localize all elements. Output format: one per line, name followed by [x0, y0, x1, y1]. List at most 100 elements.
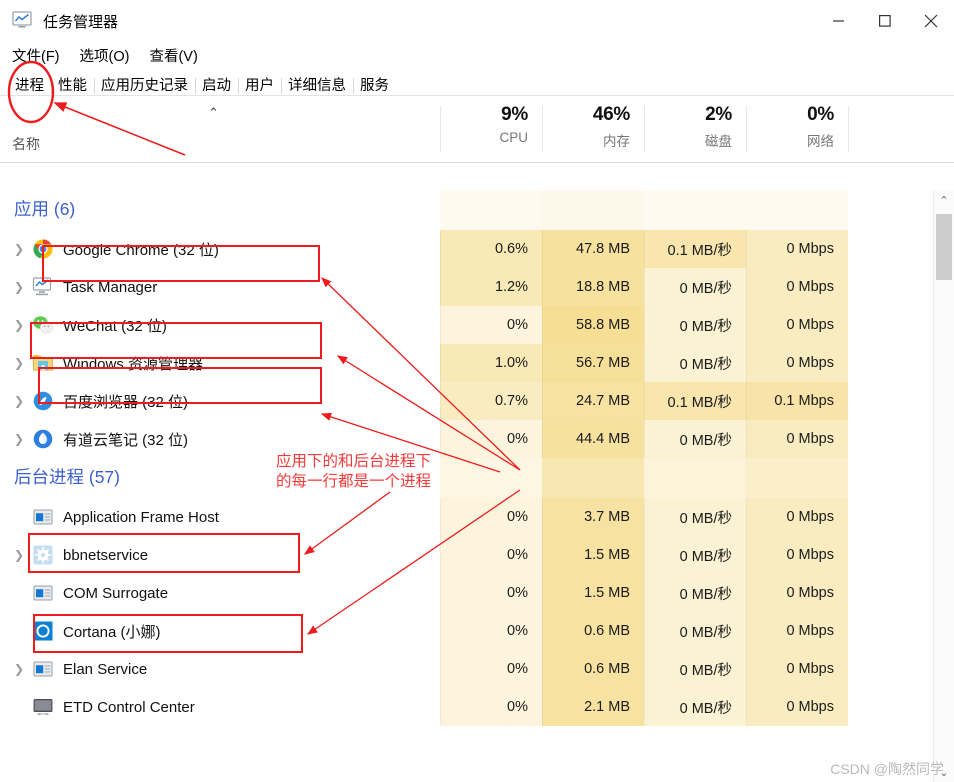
group-metric-cell	[440, 190, 542, 230]
process-row[interactable]: ❯ WeChat (32 位) 0% 58.8 MB 0 MB/秒 0 Mbps	[0, 306, 917, 344]
cell-divider	[746, 268, 747, 306]
tab-7[interactable]: 服务	[353, 76, 396, 96]
process-name-cell[interactable]: ❯ 有道云笔记 (32 位)	[0, 420, 440, 458]
maximize-button[interactable]	[862, 0, 908, 42]
metric-cell-cpu: 0%	[440, 574, 542, 612]
tab-1[interactable]: 进程	[15, 78, 44, 94]
cell-divider	[440, 268, 441, 306]
chevron-right-icon[interactable]: ❯	[13, 548, 25, 562]
metric-cell-cpu: 0%	[440, 306, 542, 344]
process-row[interactable]: ❯ Cortana (小娜) 0%0.6 MB0 MB/秒0 Mbps	[0, 612, 917, 650]
process-row[interactable]: ❯ COM Surrogate 0%1.5 MB0 MB/秒0 Mbps	[0, 574, 917, 612]
scroll-up-arrow-icon[interactable]: ⌃	[939, 194, 949, 207]
column-divider	[644, 106, 645, 152]
metric-cell-mem: 24.7 MB	[542, 382, 644, 420]
chevron-right-icon[interactable]: ❯	[13, 242, 25, 256]
group-title: 后台进程 (57)	[14, 467, 120, 487]
metric-cell-disk: 0 MB/秒	[644, 306, 746, 344]
group-metric-cell	[746, 458, 848, 498]
group-metric-cell	[644, 458, 746, 498]
cell-divider	[746, 382, 747, 420]
process-rows: 应用 (6) ❯ Google Chrome (32 位) 0.6% 47.8 MB 0.…	[0, 190, 917, 782]
scroll-down-arrow-icon[interactable]: ⌄	[939, 766, 949, 779]
menu-item-file[interactable]: 文件(F)	[12, 48, 60, 65]
tab-5[interactable]: 用户	[238, 76, 281, 96]
cell-divider	[542, 574, 543, 612]
group-metric-cell	[644, 190, 746, 230]
process-row[interactable]: ❯ bbnetservice 0% 1.5 MB 0 MB/秒 0 Mbps	[0, 536, 917, 574]
cell-divider	[644, 498, 645, 536]
process-name-cell[interactable]: ❯ Cortana (小娜)	[0, 612, 440, 650]
cell-divider	[440, 612, 441, 650]
process-row[interactable]: ❯ Google Chrome (32 位) 0.6% 47.8 MB 0.1 MB/秒…	[0, 230, 917, 268]
column-header-label: 内存	[603, 134, 630, 149]
metric-cell-disk: 0 MB/秒	[644, 420, 746, 458]
process-name-cell[interactable]: ❯ bbnetservice	[0, 536, 440, 574]
process-row[interactable]: ❯ 百度浏览器 (32 位) 0.7% 24.7 MB 0.1 MB/秒 0.1 Mbps	[0, 382, 917, 420]
group-metric-cell	[440, 458, 542, 498]
process-name-cell[interactable]: ❯ Google Chrome (32 位)	[0, 230, 440, 268]
process-row[interactable]: ❯ Elan Service 0% 0.6 MB 0 MB/秒 0 Mbps	[0, 650, 917, 688]
process-name-cell[interactable]: ❯ Application Frame Host	[0, 498, 440, 536]
process-name-label: Windows 资源管理器	[63, 355, 204, 373]
column-header-CPU[interactable]: 9% CPU	[440, 96, 542, 162]
cell-divider	[542, 382, 543, 420]
folder-icon	[32, 352, 54, 374]
process-name-label: Application Frame Host	[63, 508, 219, 526]
metric-cell-net: 0 Mbps	[746, 230, 848, 268]
menu-item-view[interactable]: 查看(V)	[149, 48, 198, 65]
column-divider	[848, 106, 849, 152]
process-name-cell[interactable]: ❯ Elan Service	[0, 650, 440, 688]
process-name-cell[interactable]: ❯ ETD Control Center	[0, 688, 440, 726]
metric-cell-cpu: 1.2%	[440, 268, 542, 306]
cell-divider	[440, 306, 441, 344]
chevron-right-icon[interactable]: ❯	[13, 432, 25, 446]
window-title: 任务管理器	[43, 13, 119, 31]
cell-divider	[746, 612, 747, 650]
scrollbar-thumb[interactable]	[936, 214, 952, 280]
window-frame-icon	[32, 582, 54, 604]
cell-divider	[644, 344, 645, 382]
column-header-内存[interactable]: 46% 内存	[542, 96, 644, 162]
process-row[interactable]: ❯ Windows 资源管理器 1.0% 56.7 MB 0 MB/秒 0 Mbps	[0, 344, 917, 382]
metric-cell-net: 0.1 Mbps	[746, 382, 848, 420]
vertical-scrollbar[interactable]: ⌃ ⌄	[933, 190, 954, 782]
chevron-right-icon[interactable]: ❯	[13, 662, 25, 676]
cell-divider	[542, 344, 543, 382]
process-name-cell[interactable]: ❯ COM Surrogate	[0, 574, 440, 612]
process-name-cell[interactable]: ❯ WeChat (32 位)	[0, 306, 440, 344]
menu-item-options[interactable]: 选项(O)	[79, 48, 130, 65]
process-row[interactable]: ❯ Application Frame Host 0%3.7 MB0 MB/秒0 M…	[0, 498, 917, 536]
cell-divider	[746, 688, 747, 726]
process-name-label: 有道云笔记 (32 位)	[63, 431, 189, 449]
close-button[interactable]	[908, 0, 954, 42]
minimize-button[interactable]	[816, 0, 862, 42]
column-header-网络[interactable]: 0% 网络	[746, 96, 848, 162]
chevron-right-icon[interactable]: ❯	[13, 318, 25, 332]
metric-cell-net: 0 Mbps	[746, 574, 848, 612]
cell-divider	[542, 306, 543, 344]
chevron-right-icon[interactable]: ❯	[13, 356, 25, 370]
column-header-name[interactable]: 名称	[12, 136, 40, 152]
process-name-cell[interactable]: ❯ Windows 资源管理器	[0, 344, 440, 382]
metric-cell-disk: 0 MB/秒	[644, 536, 746, 574]
cell-divider	[542, 688, 543, 726]
metric-cell-net: 0 Mbps	[746, 612, 848, 650]
column-header-磁盘[interactable]: 2% 磁盘	[644, 96, 746, 162]
metric-cell-net: 0 Mbps	[746, 650, 848, 688]
metric-cell-cpu: 0.7%	[440, 382, 542, 420]
tab-2[interactable]: 性能	[51, 76, 94, 96]
metric-cell-mem: 0.6 MB	[542, 612, 644, 650]
process-row[interactable]: ❯ Task Manager 1.2% 18.8 MB 0 MB/秒 0 Mbps	[0, 268, 917, 306]
tab-4[interactable]: 启动	[195, 76, 238, 96]
metric-cell-disk: 0 MB/秒	[644, 344, 746, 382]
chevron-right-icon[interactable]: ❯	[13, 280, 25, 294]
metric-cell-cpu: 0%	[440, 420, 542, 458]
process-name-cell[interactable]: ❯ 百度浏览器 (32 位)	[0, 382, 440, 420]
tab-3[interactable]: 应用历史记录	[94, 76, 195, 96]
tab-6[interactable]: 详细信息	[281, 76, 353, 96]
process-row[interactable]: ❯ 有道云笔记 (32 位) 0% 44.4 MB 0 MB/秒 0 Mbps	[0, 420, 917, 458]
process-row[interactable]: ❯ ETD Control Center 0%2.1 MB0 MB/秒0 Mbps	[0, 688, 917, 726]
chevron-right-icon[interactable]: ❯	[13, 394, 25, 408]
process-name-cell[interactable]: ❯ Task Manager	[0, 268, 440, 306]
